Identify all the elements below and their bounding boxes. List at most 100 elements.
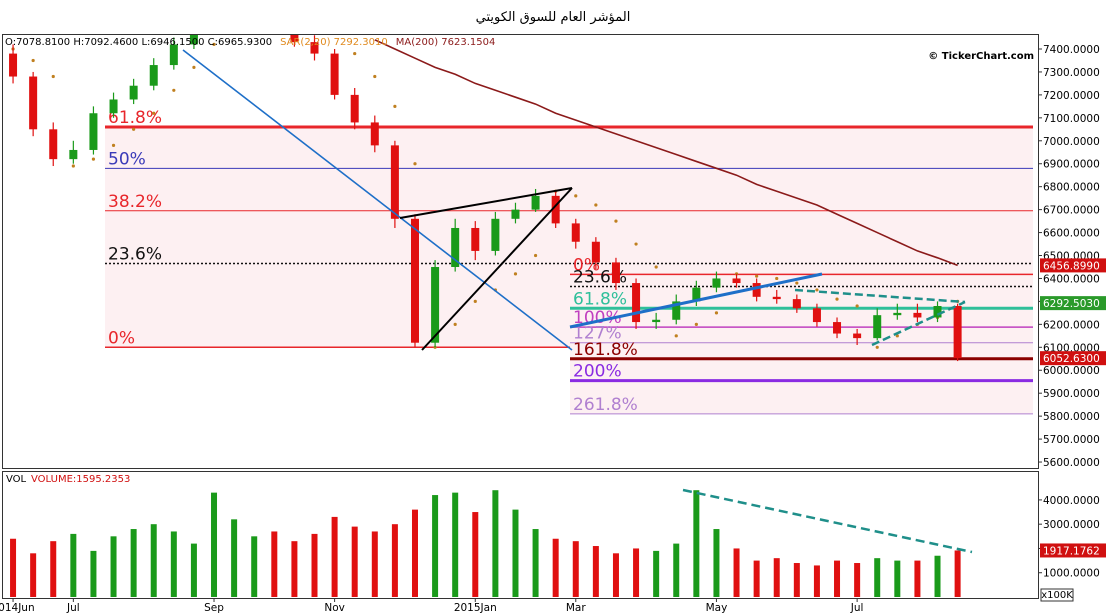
candle-body bbox=[792, 299, 801, 309]
y-tick-label: 7100.0000 bbox=[1043, 113, 1100, 125]
volume-bar bbox=[633, 548, 640, 597]
drawings bbox=[182, 49, 966, 351]
volume-bar bbox=[773, 558, 780, 597]
volume-bar bbox=[914, 560, 921, 597]
candle-body bbox=[310, 42, 319, 54]
x-tick-label: Jul bbox=[66, 602, 80, 614]
candle-body bbox=[29, 76, 38, 130]
candle-body bbox=[109, 99, 118, 114]
volume-bar bbox=[813, 565, 820, 597]
sar-dot bbox=[132, 127, 136, 131]
candle-body bbox=[390, 145, 399, 219]
ma-line bbox=[374, 39, 958, 267]
candle-body bbox=[9, 53, 18, 77]
fib-label: 261.8% bbox=[573, 395, 638, 415]
volume-subtitle: VOLUME:1595.2353 bbox=[31, 474, 130, 485]
volume-bar bbox=[673, 543, 680, 597]
trend-line bbox=[182, 49, 573, 351]
sar-dot bbox=[473, 299, 477, 304]
y-tick-label: 5700.0000 bbox=[1043, 434, 1100, 446]
y-tick-label: 6800.0000 bbox=[1043, 182, 1100, 194]
fib-label: 0% bbox=[108, 328, 135, 348]
sar-dot bbox=[393, 104, 397, 108]
candle-body bbox=[632, 283, 641, 323]
volume-bar bbox=[653, 550, 660, 597]
volume-bar bbox=[311, 533, 318, 597]
candle-body bbox=[290, 35, 299, 43]
sar-dot bbox=[674, 334, 678, 338]
candle-body bbox=[953, 305, 962, 359]
y-tick-label: 5600.0000 bbox=[1043, 457, 1100, 469]
volume-bar bbox=[713, 529, 720, 597]
price-tag bbox=[1040, 258, 1106, 273]
volume-plot bbox=[10, 490, 961, 597]
volume-bar bbox=[10, 538, 17, 597]
fib-label: 200% bbox=[573, 362, 622, 382]
volume-bar bbox=[954, 550, 961, 597]
volume-bar bbox=[30, 553, 37, 597]
triangle-line bbox=[421, 187, 573, 351]
volume-bar bbox=[371, 531, 378, 597]
y-tick-label: 3000.0000 bbox=[1043, 519, 1100, 531]
volume-bar bbox=[110, 536, 117, 597]
volume-bar bbox=[532, 529, 539, 597]
volume-bar bbox=[211, 492, 218, 597]
volume-bar bbox=[432, 495, 439, 597]
volume-bar bbox=[834, 560, 841, 597]
candle-body bbox=[471, 227, 480, 251]
x-tick-label: 2014Jun bbox=[0, 602, 35, 614]
fib-label: 127% bbox=[573, 324, 622, 344]
volume-bar bbox=[70, 533, 77, 597]
volume-bar bbox=[733, 548, 740, 597]
candle-body bbox=[752, 283, 761, 297]
y-tick-label: 6700.0000 bbox=[1043, 205, 1100, 217]
sar-dot bbox=[634, 242, 638, 246]
price-tag bbox=[1040, 296, 1106, 311]
volume-bar bbox=[472, 512, 479, 597]
y-tick-label: 6400.0000 bbox=[1043, 273, 1100, 285]
sar-dot bbox=[775, 276, 779, 281]
sar-dot bbox=[654, 265, 658, 269]
y-tick-label: 6200.0000 bbox=[1043, 319, 1100, 331]
x-tick-label: Sep bbox=[204, 602, 224, 614]
volume-bar bbox=[411, 509, 418, 597]
candle-body bbox=[551, 195, 560, 224]
sar-dot bbox=[51, 74, 55, 79]
y-tick-label: 7200.0000 bbox=[1043, 90, 1100, 102]
volume-trend bbox=[682, 488, 973, 554]
sar-dot bbox=[815, 288, 819, 292]
fib-label: 61.8% bbox=[573, 289, 627, 309]
sar-dot bbox=[835, 297, 839, 301]
volume-bar bbox=[351, 526, 358, 597]
volume-bar bbox=[592, 546, 599, 597]
y-tick-label: 6000.0000 bbox=[1043, 365, 1100, 377]
price-tag-label: 1917.1762 bbox=[1043, 545, 1100, 557]
y-tick-label: 5900.0000 bbox=[1043, 388, 1100, 400]
wedge-line bbox=[871, 300, 966, 347]
unit-box bbox=[1040, 588, 1074, 602]
candle-body bbox=[491, 218, 500, 251]
candle-body bbox=[69, 149, 78, 160]
x-tick-label: Nov bbox=[324, 602, 345, 614]
volume-bar bbox=[753, 560, 760, 597]
sar-dot bbox=[875, 345, 879, 349]
candle-body bbox=[49, 129, 58, 160]
sar-dot bbox=[453, 322, 457, 326]
y-tick-label: 7000.0000 bbox=[1043, 136, 1100, 148]
volume-bar bbox=[874, 558, 881, 597]
volume-panel bbox=[2, 471, 1039, 599]
price-plot: 61.8%50%38.2%23.6%0%0%23.6%61.8%100%127%… bbox=[9, 35, 1033, 415]
sar-dot bbox=[111, 143, 116, 147]
sar-dot bbox=[513, 272, 518, 276]
candle-body bbox=[772, 296, 781, 300]
trend-line bbox=[569, 272, 823, 329]
volume-bar bbox=[331, 516, 338, 597]
sar-dot bbox=[212, 42, 216, 47]
candle-body bbox=[511, 209, 520, 219]
candle-body bbox=[330, 53, 339, 95]
x-tick-label: 2015Jan bbox=[454, 602, 497, 614]
candle-body bbox=[169, 44, 178, 66]
volume-bar bbox=[150, 524, 157, 597]
fib-label: 50% bbox=[108, 149, 146, 169]
candle-body bbox=[732, 278, 741, 284]
